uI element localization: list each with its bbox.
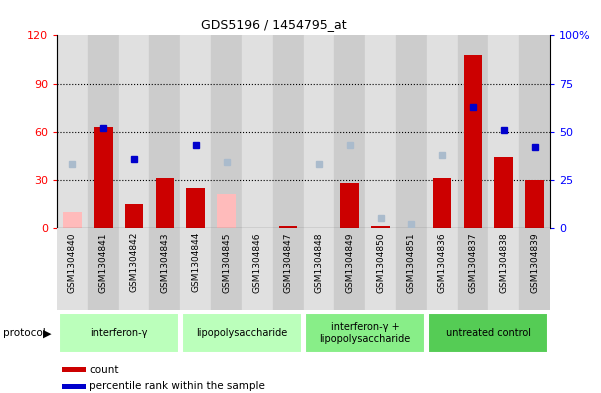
Bar — [125, 204, 144, 228]
Bar — [305, 313, 425, 353]
Bar — [180, 228, 211, 310]
Bar — [119, 228, 150, 310]
Bar — [150, 35, 180, 228]
Text: count: count — [89, 365, 118, 375]
Text: GSM1304838: GSM1304838 — [499, 232, 508, 293]
Bar — [489, 35, 519, 228]
Bar — [57, 35, 88, 228]
Bar — [186, 188, 205, 228]
Bar — [279, 226, 297, 228]
Bar — [88, 35, 119, 228]
Bar — [365, 228, 396, 310]
Text: interferon-γ +
lipopolysaccharide: interferon-γ + lipopolysaccharide — [320, 322, 410, 344]
Bar — [119, 35, 150, 228]
Bar — [273, 228, 304, 310]
Bar — [519, 35, 550, 228]
Text: GSM1304845: GSM1304845 — [222, 232, 231, 292]
Bar — [57, 228, 88, 310]
Text: GSM1304846: GSM1304846 — [253, 232, 262, 292]
Text: GSM1304841: GSM1304841 — [99, 232, 108, 292]
Bar — [59, 313, 178, 353]
Bar — [182, 313, 302, 353]
Text: GSM1304851: GSM1304851 — [407, 232, 416, 293]
Bar — [457, 228, 489, 310]
Bar — [396, 228, 427, 310]
Bar — [371, 226, 390, 228]
Text: untreated control: untreated control — [446, 328, 531, 338]
Text: GSM1304843: GSM1304843 — [160, 232, 169, 292]
Text: GSM1304849: GSM1304849 — [345, 232, 354, 292]
Bar — [63, 212, 82, 228]
Bar — [519, 228, 550, 310]
Bar — [62, 367, 86, 372]
Bar — [304, 35, 334, 228]
Bar — [457, 35, 489, 228]
Bar — [242, 228, 273, 310]
Text: lipopolysaccharide: lipopolysaccharide — [197, 328, 287, 338]
Bar — [180, 35, 211, 228]
Bar — [304, 228, 334, 310]
Bar — [489, 228, 519, 310]
Text: GSM1304839: GSM1304839 — [530, 232, 539, 293]
Bar — [62, 384, 86, 389]
Text: GSM1304837: GSM1304837 — [468, 232, 477, 293]
Text: protocol: protocol — [3, 328, 46, 338]
Text: GSM1304844: GSM1304844 — [191, 232, 200, 292]
Bar — [273, 35, 304, 228]
Bar — [150, 228, 180, 310]
Bar — [464, 55, 482, 228]
Bar — [525, 180, 544, 228]
Bar — [218, 194, 236, 228]
Text: GSM1304847: GSM1304847 — [284, 232, 293, 292]
Bar — [396, 35, 427, 228]
Bar — [242, 35, 273, 228]
Text: GSM1304850: GSM1304850 — [376, 232, 385, 293]
Bar — [334, 35, 365, 228]
Text: ▶: ▶ — [43, 328, 52, 338]
Text: GSM1304842: GSM1304842 — [130, 232, 139, 292]
Bar — [495, 157, 513, 228]
Bar — [340, 183, 359, 228]
Text: GSM1304840: GSM1304840 — [68, 232, 77, 292]
Bar — [94, 127, 112, 228]
Text: percentile rank within the sample: percentile rank within the sample — [89, 381, 265, 391]
Bar — [88, 228, 119, 310]
Bar — [156, 178, 174, 228]
Bar — [334, 228, 365, 310]
Bar — [211, 228, 242, 310]
Bar — [427, 228, 457, 310]
Bar — [433, 178, 451, 228]
Bar — [429, 313, 548, 353]
Text: interferon-γ: interferon-γ — [90, 328, 147, 338]
Bar — [211, 35, 242, 228]
Bar — [427, 35, 457, 228]
Text: GSM1304848: GSM1304848 — [314, 232, 323, 292]
Text: GDS5196 / 1454795_at: GDS5196 / 1454795_at — [201, 18, 346, 31]
Text: GSM1304836: GSM1304836 — [438, 232, 447, 293]
Bar — [365, 35, 396, 228]
